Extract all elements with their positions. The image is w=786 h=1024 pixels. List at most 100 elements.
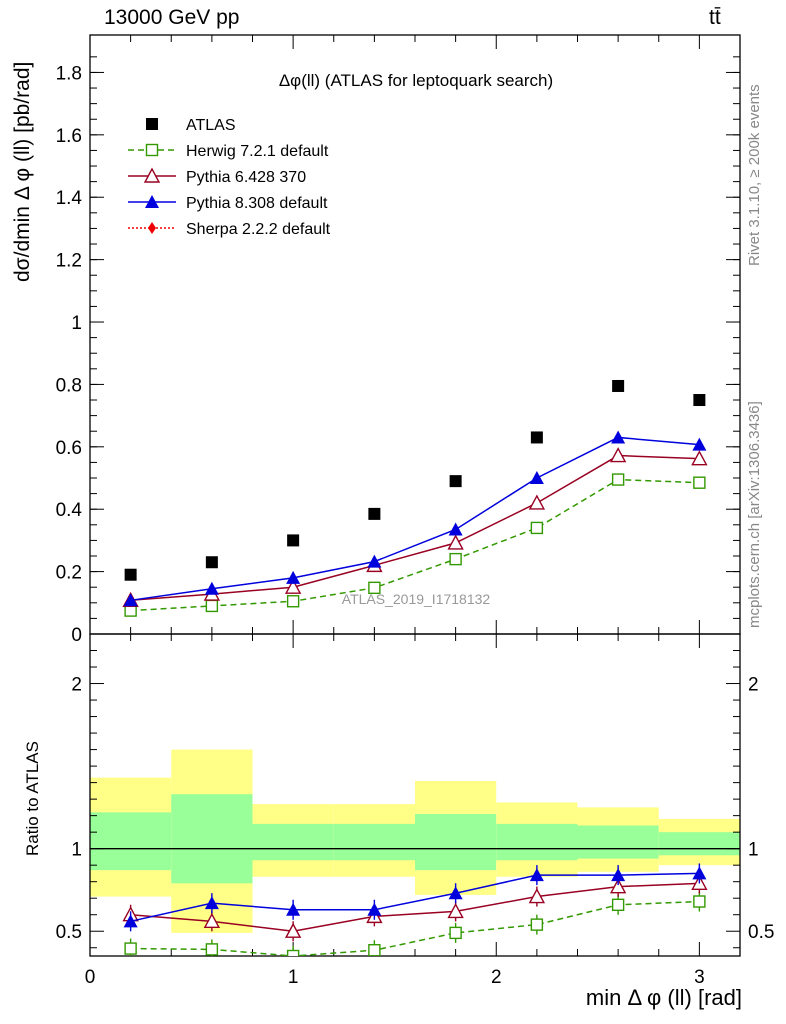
data-point (286, 595, 300, 608)
data-point (449, 475, 462, 488)
data-point (286, 949, 300, 956)
series-line (130, 436, 700, 602)
ratio-y-tick-label-right: 2 (748, 675, 759, 696)
data-point (611, 868, 626, 882)
y-tick-label: 1.6 (56, 126, 82, 147)
data-point (447, 534, 464, 550)
data-point (284, 578, 302, 594)
data-point (691, 450, 708, 466)
data-point (204, 581, 219, 595)
data-point (693, 394, 706, 407)
ratio-series-line (130, 900, 700, 956)
data-point (448, 886, 463, 900)
uncertainty-band-green (333, 823, 415, 861)
data-point (368, 507, 381, 520)
uncertainty-band-green (90, 812, 172, 871)
data-point (448, 522, 463, 536)
ratio-y-tick-label-right: 1 (748, 840, 759, 861)
data-point (449, 552, 462, 566)
data-point (205, 943, 219, 956)
data-point (692, 866, 707, 880)
data-point (205, 556, 218, 569)
y-tick-label: 1 (71, 313, 82, 334)
data-point (528, 494, 546, 510)
uncertainty-band-green (496, 823, 578, 861)
data-point (124, 942, 137, 955)
data-point (529, 868, 544, 882)
ratio-series-group (122, 863, 708, 956)
data-point (693, 476, 706, 489)
data-point (368, 581, 381, 595)
data-point (447, 902, 464, 919)
ratio-y-tick-label: 0.5 (56, 922, 82, 943)
x-tick-label: 0 (85, 967, 96, 988)
data-point (611, 898, 625, 912)
data-point (530, 431, 543, 444)
data-point (367, 554, 382, 568)
data-point (286, 902, 301, 916)
data-point (146, 118, 158, 130)
y-tick-label: 0.8 (56, 375, 82, 396)
series-line (130, 454, 700, 602)
ratio-y-tick-label: 1 (71, 840, 82, 861)
y-tick-label: 1.8 (56, 63, 82, 84)
y-tick-label: 1.2 (56, 251, 82, 272)
legend-label: Pythia 8.308 default (186, 195, 328, 212)
ratio-series-line (130, 882, 700, 932)
data-point (203, 912, 221, 929)
data-point (692, 437, 707, 451)
data-point (528, 888, 546, 904)
data-point (284, 922, 302, 938)
y-tick-label: 1.4 (56, 188, 83, 209)
legend-label: ATLAS (186, 117, 236, 134)
data-point (123, 914, 138, 928)
data-point (286, 570, 301, 584)
y-tick-label: 0.2 (56, 563, 82, 584)
series-line (130, 478, 700, 612)
uncertainty-band-green (577, 825, 659, 859)
header-energy: 13000 GeV pp (104, 6, 240, 29)
uncertainty-band-green (171, 794, 253, 884)
uncertainty-band-green (415, 813, 497, 871)
y-tick-label: 0 (71, 625, 82, 646)
data-point (145, 143, 159, 157)
legend-label: Herwig 7.2.1 default (186, 143, 329, 160)
ratio-y-tick-label: 2 (71, 675, 82, 696)
data-point (367, 902, 382, 916)
data-point (287, 534, 300, 547)
data-point (123, 593, 138, 607)
ratio-series-line (130, 872, 700, 923)
data-point (148, 222, 156, 234)
legend-label: Pythia 6.428 370 (186, 169, 306, 186)
data-point (611, 473, 625, 486)
legend-label: Sherpa 2.2.2 default (186, 221, 331, 238)
uncertainty-band-green (658, 832, 740, 856)
data-point (143, 167, 161, 183)
ratio-y-tick-label-right: 0.5 (748, 922, 774, 943)
x-tick-label: 2 (491, 967, 502, 988)
analysis-watermark: ATLAS_2019_I1718132 (342, 591, 491, 607)
data-point (204, 896, 219, 910)
data-point (368, 944, 381, 956)
data-point (205, 599, 219, 613)
x-tick-label: 3 (694, 967, 705, 988)
data-point (145, 195, 159, 208)
plot-title: Δφ(ll) (ATLAS for leptoquark search) (279, 71, 553, 90)
data-point (609, 447, 627, 463)
header-process: tt̄ (709, 6, 721, 29)
data-point (449, 926, 462, 940)
uncertainty-band-green (252, 823, 334, 861)
x-axis-label: min Δ φ (ll) [rad] (585, 985, 742, 1010)
data-point (611, 430, 626, 444)
y-tick-label: 0.4 (56, 500, 83, 521)
data-point (612, 379, 625, 392)
data-point (693, 895, 706, 908)
data-point (124, 568, 137, 581)
y-tick-label: 0.6 (56, 438, 82, 459)
data-point (530, 918, 544, 931)
data-point (530, 521, 544, 535)
data-point (529, 471, 544, 485)
x-tick-label: 1 (288, 967, 299, 988)
data-point (609, 878, 627, 894)
